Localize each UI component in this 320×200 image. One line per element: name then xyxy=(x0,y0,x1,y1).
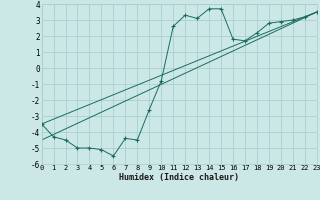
X-axis label: Humidex (Indice chaleur): Humidex (Indice chaleur) xyxy=(119,173,239,182)
